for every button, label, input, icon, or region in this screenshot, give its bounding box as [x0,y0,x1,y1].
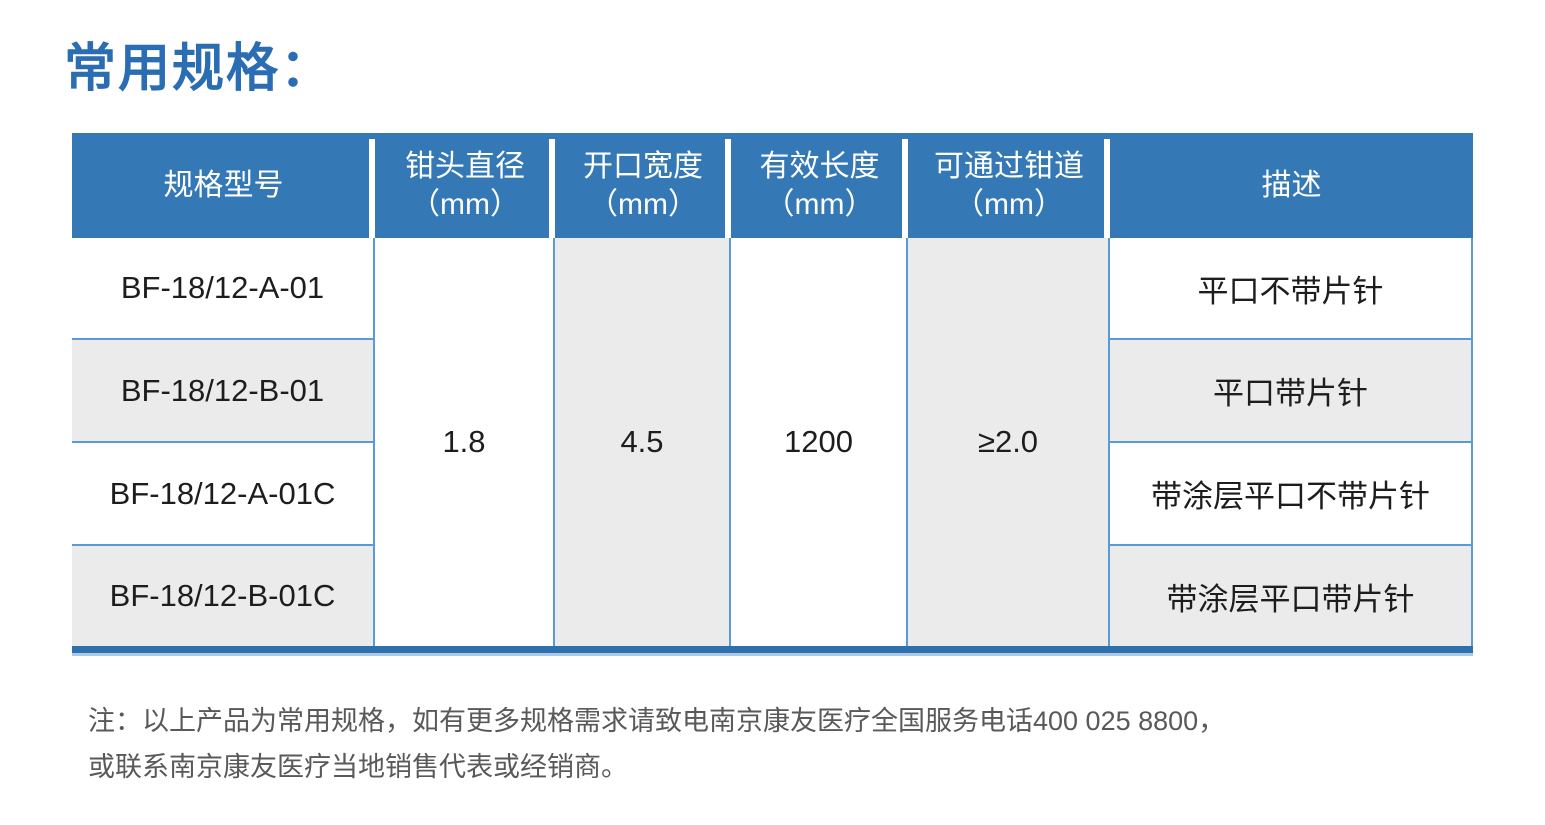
merged-cell-head-diameter: 1.8 [375,238,555,646]
header-label: 钳头直径 [405,149,525,183]
spec-table-grid: 规格型号 钳头直径 （mm） 开口宽度 （mm） 有效长度 （mm） 可通过钳道… [72,133,1473,646]
header-unit: （mm） [954,187,1064,221]
header-unit: （mm） [588,187,698,221]
model-cell: BF-18/12-A-01C [72,443,375,546]
header-cell-head-diameter: 钳头直径 （mm） [375,133,555,238]
header-label: 规格型号 [163,168,284,202]
footnote-line-2: 或联系南京康友医疗当地销售代表或经销商。 [88,752,628,782]
description-cell: 带涂层平口带片针 [1110,546,1473,646]
header-label: 有效长度 [759,149,880,183]
header-label: 描述 [1261,168,1322,202]
header-cell-model: 规格型号 [72,133,375,238]
table-bottom-border [72,646,1473,653]
header-cell-effective-length: 有效长度 （mm） [731,133,908,238]
description-cell: 带涂层平口不带片针 [1110,443,1473,546]
merged-cell-effective-length: 1200 [731,238,908,646]
header-unit: （mm） [764,187,875,221]
header-cell-channel: 可通过钳道 （mm） [908,133,1110,238]
merged-cell-opening-width: 4.5 [555,238,731,646]
footnote: 注：以上产品为常用规格，如有更多规格需求请致电南京康友医疗全国服务电话400 0… [88,698,1225,790]
header-unit: （mm） [410,187,520,221]
model-cell: BF-18/12-B-01C [72,546,375,646]
model-cell: BF-18/12-B-01 [72,340,375,443]
header-cell-description: 描述 [1110,133,1473,238]
page-title: 常用规格： [64,40,335,98]
spec-table: 规格型号 钳头直径 （mm） 开口宽度 （mm） 有效长度 （mm） 可通过钳道… [72,133,1473,656]
table-bottom-border-light [72,653,1473,656]
header-cell-opening-width: 开口宽度 （mm） [555,133,731,238]
description-cell: 平口带片针 [1110,340,1473,443]
description-cell: 平口不带片针 [1110,238,1473,340]
merged-cell-channel: ≥2.0 [908,238,1110,646]
model-cell: BF-18/12-A-01 [72,238,375,340]
footnote-line-1: 注：以上产品为常用规格，如有更多规格需求请致电南京康友医疗全国服务电话400 0… [88,706,1226,736]
header-label: 可通过钳道 [934,149,1084,183]
header-label: 开口宽度 [583,149,703,183]
